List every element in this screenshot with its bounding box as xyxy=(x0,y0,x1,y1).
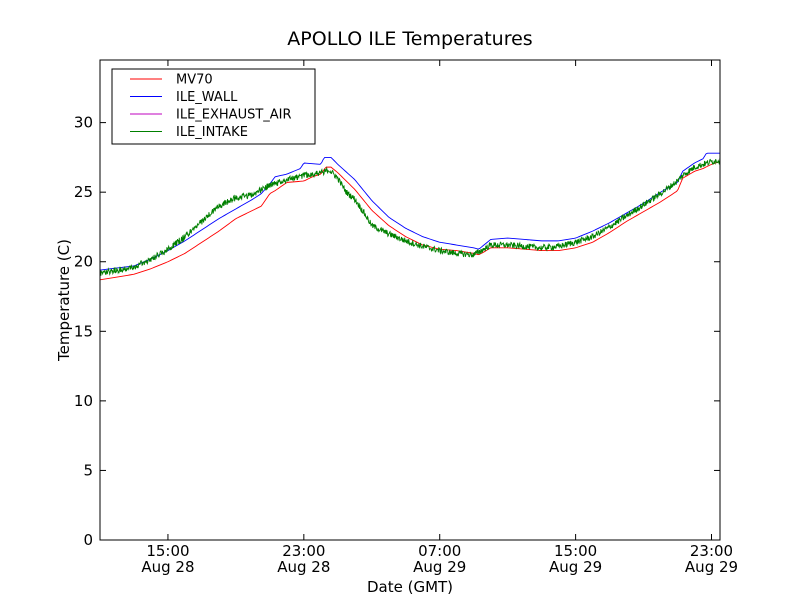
x-tick-label-date: Aug 28 xyxy=(141,558,194,576)
x-tick-label-date: Aug 28 xyxy=(277,558,330,576)
series-line-mv70 xyxy=(99,161,721,281)
series-line-ile-wall xyxy=(99,152,720,271)
y-tick-label: 20 xyxy=(74,253,93,271)
x-axis-label: Date (GMT) xyxy=(367,578,453,596)
y-tick-label: 30 xyxy=(74,114,93,132)
y-tick-label: 5 xyxy=(83,461,93,479)
y-tick-label: 25 xyxy=(74,183,93,201)
y-axis-ticks: 0 5 10 15 20 25 30 xyxy=(74,114,720,549)
series-line-ile-intake xyxy=(99,157,721,276)
legend-label: MV70 xyxy=(176,73,213,88)
x-tick-label-time: 15:00 xyxy=(554,542,597,560)
series-lines xyxy=(99,152,721,281)
x-tick-label-date: Aug 29 xyxy=(549,558,602,576)
x-tick-label-time: 15:00 xyxy=(146,542,189,560)
x-tick-label-time: 23:00 xyxy=(690,542,733,560)
x-tick-label-date: Aug 29 xyxy=(413,558,466,576)
y-axis-label: Temperature (C) xyxy=(55,239,73,362)
legend: MV70 ILE_WALL ILE_EXHAUST_AIR ILE_INTAKE xyxy=(111,68,316,145)
plot-frame xyxy=(99,59,721,541)
legend-label: ILE_EXHAUST_AIR xyxy=(176,108,292,123)
x-tick-label-time: 07:00 xyxy=(418,542,461,560)
chart-title: APOLLO ILE Temperatures xyxy=(287,28,532,50)
y-tick-label: 10 xyxy=(74,392,93,410)
x-tick-label-date: Aug 29 xyxy=(685,558,738,576)
x-tick-label-time: 23:00 xyxy=(282,542,325,560)
y-tick-label: 0 xyxy=(83,531,93,549)
y-tick-label: 15 xyxy=(74,322,93,340)
legend-label: ILE_INTAKE xyxy=(176,125,248,140)
legend-label: ILE_WALL xyxy=(176,90,238,105)
